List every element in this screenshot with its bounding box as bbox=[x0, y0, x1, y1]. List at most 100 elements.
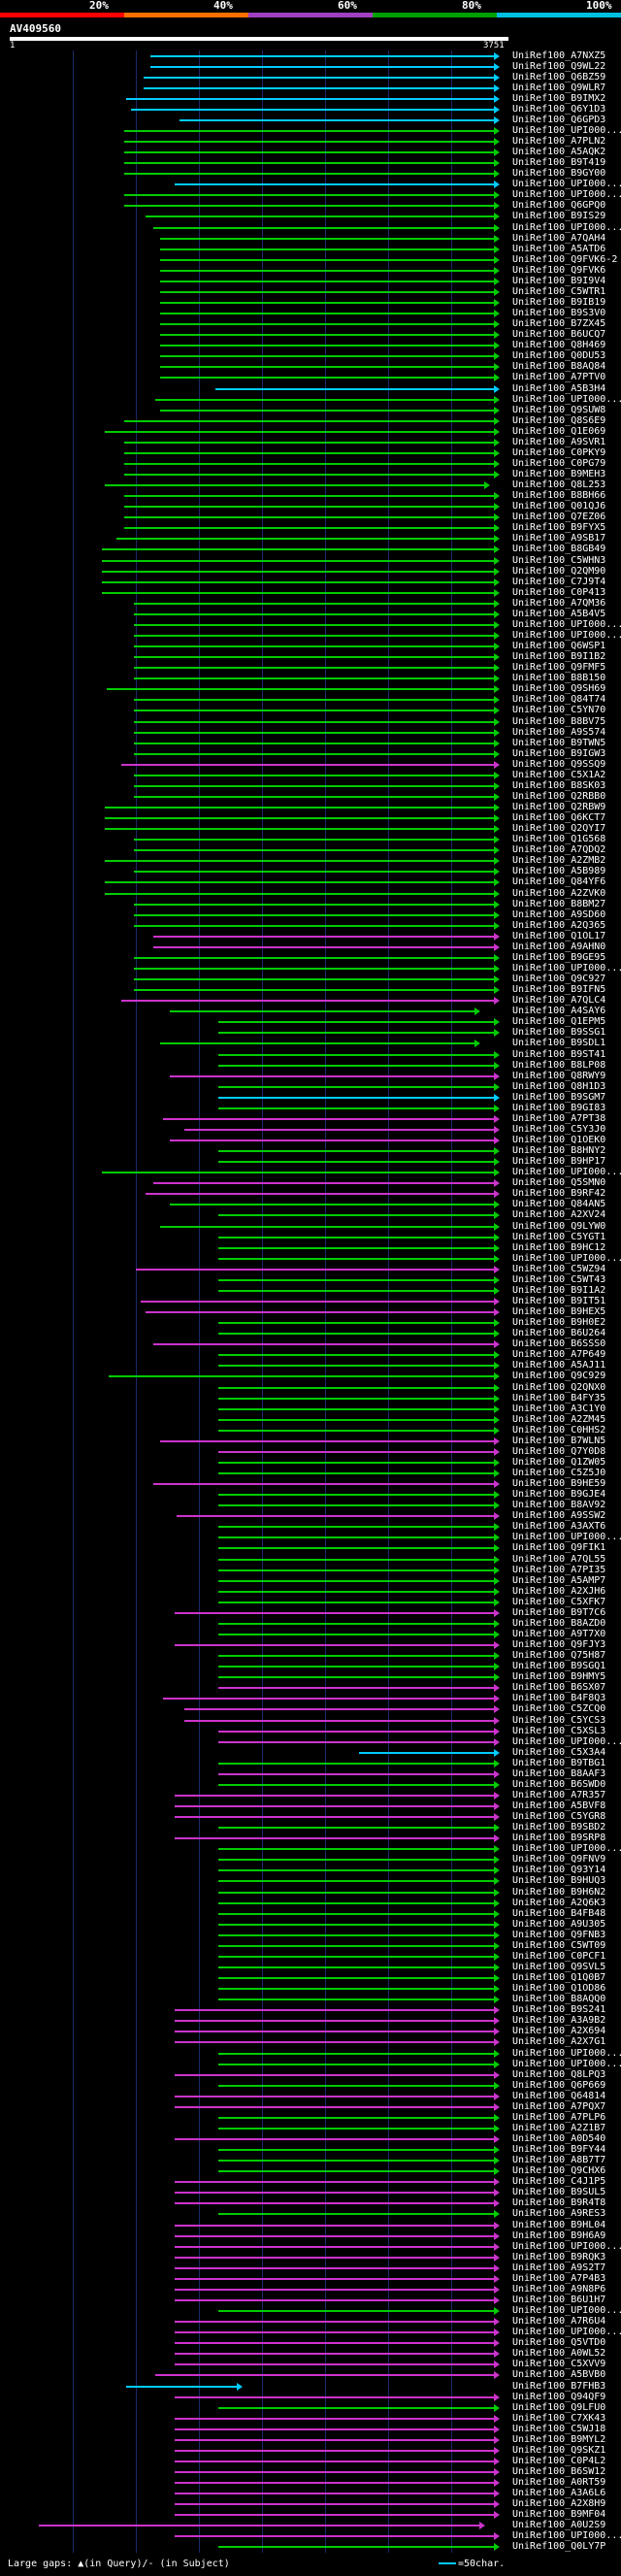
hit-label[interactable]: UniRef100_A2ZMB2 bbox=[512, 855, 606, 867]
hit-label[interactable]: UniRef100_C5WHN3 bbox=[512, 554, 606, 566]
hit-label[interactable]: UniRef100_Q8LPQ3 bbox=[512, 2068, 606, 2080]
hit-bar[interactable] bbox=[175, 2471, 494, 2474]
hit-label[interactable]: UniRef100_B9SUL5 bbox=[512, 2187, 606, 2198]
hit-label[interactable]: UniRef100_B9HEX5 bbox=[512, 1306, 606, 1318]
hit-label[interactable]: UniRef100_C5WJ18 bbox=[512, 2423, 606, 2434]
hit-bar[interactable] bbox=[134, 731, 494, 734]
hit-label[interactable]: UniRef100_Q1OEK0 bbox=[512, 1135, 606, 1146]
hit-bar[interactable] bbox=[124, 141, 494, 144]
hit-bar[interactable] bbox=[218, 1096, 494, 1099]
hit-bar[interactable] bbox=[160, 1439, 494, 1442]
hit-label[interactable]: UniRef100_UPI000... bbox=[512, 2530, 621, 2542]
hit-bar[interactable] bbox=[218, 1965, 494, 1968]
hit-label[interactable]: UniRef100_Q2QYI7 bbox=[512, 823, 606, 835]
hit-label[interactable]: UniRef100_Q1ZW05 bbox=[512, 1456, 606, 1468]
hit-label[interactable]: UniRef100_B9T419 bbox=[512, 157, 606, 169]
hit-label[interactable]: UniRef100_B9S241 bbox=[512, 2004, 606, 2016]
hit-label[interactable]: UniRef100_A7PQX7 bbox=[512, 2100, 606, 2112]
hit-bar[interactable] bbox=[218, 2052, 494, 2055]
hit-label[interactable]: UniRef100_B8AQ84 bbox=[512, 361, 606, 373]
hit-label[interactable]: UniRef100_C5WT09 bbox=[512, 1939, 606, 1951]
hit-bar[interactable] bbox=[175, 2321, 494, 2324]
hit-label[interactable]: UniRef100_B9H6A9 bbox=[512, 2229, 606, 2241]
hit-label[interactable]: UniRef100_A9U305 bbox=[512, 1918, 606, 1930]
hit-label[interactable]: UniRef100_Q9C927 bbox=[512, 974, 606, 985]
hit-bar[interactable] bbox=[105, 828, 494, 831]
hit-bar[interactable] bbox=[175, 2245, 494, 2248]
hit-bar[interactable] bbox=[218, 1257, 494, 1260]
hit-bar[interactable] bbox=[218, 1214, 494, 1217]
hit-label[interactable]: UniRef100_B7WLN5 bbox=[512, 1435, 606, 1446]
hit-bar[interactable] bbox=[218, 1622, 494, 1625]
hit-label[interactable]: UniRef100_B8AZD0 bbox=[512, 1617, 606, 1629]
hit-bar[interactable] bbox=[134, 989, 494, 992]
hit-bar[interactable] bbox=[121, 1000, 494, 1003]
hit-label[interactable]: UniRef100_Q9SUW8 bbox=[512, 404, 606, 415]
hit-label[interactable]: UniRef100_UPI000... bbox=[512, 2305, 621, 2317]
hit-bar[interactable] bbox=[124, 451, 494, 454]
hit-label[interactable]: UniRef100_Q8S6E9 bbox=[512, 414, 606, 426]
hit-label[interactable]: UniRef100_A0D540 bbox=[512, 2133, 606, 2145]
hit-bar[interactable] bbox=[218, 1494, 494, 1497]
hit-bar[interactable] bbox=[144, 86, 494, 89]
hit-label[interactable]: UniRef100_A7PLN2 bbox=[512, 136, 606, 148]
hit-label[interactable]: UniRef100_A7R6U4 bbox=[512, 2316, 606, 2328]
hit-bar[interactable] bbox=[184, 1128, 494, 1131]
hit-bar[interactable] bbox=[218, 1730, 494, 1733]
hit-bar[interactable] bbox=[153, 226, 494, 229]
hit-label[interactable]: UniRef100_Q0LY7P bbox=[512, 2541, 606, 2553]
hit-label[interactable]: UniRef100_C5XSL3 bbox=[512, 1725, 606, 1736]
hit-bar[interactable] bbox=[218, 2406, 494, 2409]
hit-label[interactable]: UniRef100_Q6GPQ0 bbox=[512, 200, 606, 212]
hit-bar[interactable] bbox=[160, 345, 494, 347]
hit-bar[interactable] bbox=[107, 688, 494, 691]
hit-bar[interactable] bbox=[218, 1859, 494, 1862]
hit-bar[interactable] bbox=[175, 1816, 494, 1819]
hit-bar[interactable] bbox=[175, 2514, 494, 2517]
hit-label[interactable]: UniRef100_Q9SKZ1 bbox=[512, 2444, 606, 2456]
hit-label[interactable]: UniRef100_A3A9B2 bbox=[512, 2015, 606, 2027]
hit-bar[interactable] bbox=[170, 1010, 474, 1013]
hit-label[interactable]: UniRef100_B9HUQ3 bbox=[512, 1875, 606, 1887]
hit-label[interactable]: UniRef100_C5XFK7 bbox=[512, 1596, 606, 1607]
hit-label[interactable]: UniRef100_Q9CHX6 bbox=[512, 2165, 606, 2177]
hit-label[interactable]: UniRef100_A7PI35 bbox=[512, 1564, 606, 1575]
hit-bar[interactable] bbox=[175, 2288, 494, 2291]
hit-bar[interactable] bbox=[134, 645, 494, 648]
hit-label[interactable]: UniRef100_A2X7G1 bbox=[512, 2036, 606, 2048]
hit-bar[interactable] bbox=[146, 215, 494, 218]
hit-bar[interactable] bbox=[153, 935, 494, 938]
hit-label[interactable]: UniRef100_A5B989 bbox=[512, 866, 606, 877]
hit-label[interactable]: UniRef100_A9SVR1 bbox=[512, 436, 606, 447]
hit-bar[interactable] bbox=[170, 1139, 494, 1142]
hit-label[interactable]: UniRef100_Q9FVK6 bbox=[512, 264, 606, 276]
hit-bar[interactable] bbox=[153, 1483, 494, 1486]
hit-label[interactable]: UniRef100_B9I9V4 bbox=[512, 275, 606, 286]
hit-label[interactable]: UniRef100_B4F8Q3 bbox=[512, 1693, 606, 1704]
hit-label[interactable]: UniRef100_Q9C929 bbox=[512, 1371, 606, 1382]
hit-bar[interactable] bbox=[218, 1666, 494, 1668]
hit-label[interactable]: UniRef100_B9IGW3 bbox=[512, 747, 606, 759]
hit-label[interactable]: UniRef100_Q9SH69 bbox=[512, 683, 606, 695]
hit-bar[interactable] bbox=[218, 1289, 494, 1292]
hit-bar[interactable] bbox=[218, 2310, 494, 2313]
hit-label[interactable]: UniRef100_B8LP08 bbox=[512, 1059, 606, 1071]
hit-bar[interactable] bbox=[218, 2213, 494, 2216]
hit-label[interactable]: UniRef100_B8GB49 bbox=[512, 544, 606, 555]
hit-bar[interactable] bbox=[218, 1740, 494, 1743]
hit-bar[interactable] bbox=[124, 173, 494, 176]
hit-label[interactable]: UniRef100_A5AMP7 bbox=[512, 1574, 606, 1586]
hit-label[interactable]: UniRef100_A5B4V5 bbox=[512, 608, 606, 619]
hit-bar[interactable] bbox=[218, 1569, 494, 1571]
hit-label[interactable]: UniRef100_B9IMX2 bbox=[512, 92, 606, 104]
hit-bar[interactable] bbox=[141, 1301, 494, 1303]
hit-label[interactable]: UniRef100_A7PTV0 bbox=[512, 372, 606, 383]
hit-bar[interactable] bbox=[160, 280, 494, 282]
hit-label[interactable]: UniRef100_B9SSG1 bbox=[512, 1027, 606, 1039]
hit-label[interactable]: UniRef100_B8B150 bbox=[512, 673, 606, 684]
hit-bar[interactable] bbox=[126, 2385, 237, 2388]
hit-label[interactable]: UniRef100_B8BV75 bbox=[512, 715, 606, 727]
hit-bar[interactable] bbox=[175, 1794, 494, 1797]
hit-bar[interactable] bbox=[218, 1891, 494, 1894]
hit-bar[interactable] bbox=[218, 1988, 494, 1991]
